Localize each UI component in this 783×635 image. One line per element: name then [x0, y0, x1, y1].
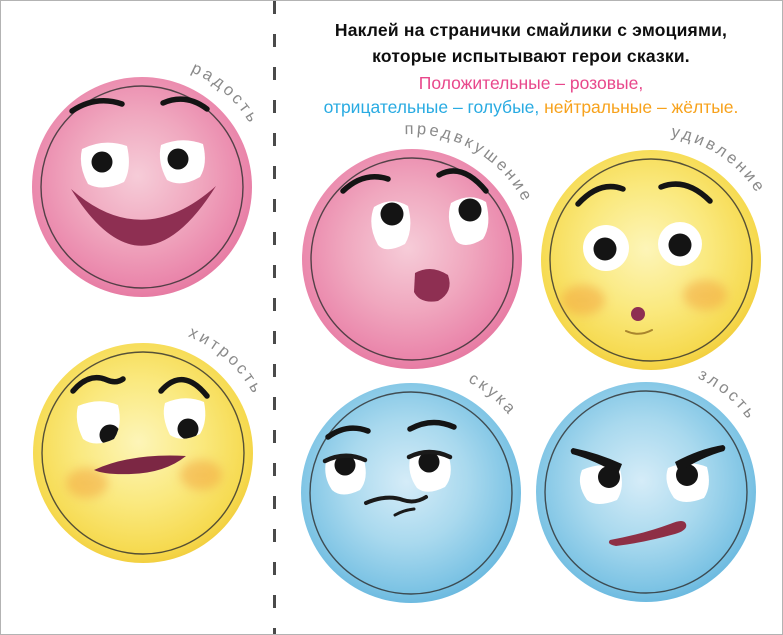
- face-rim: [309, 391, 513, 595]
- header: Наклей на странички смайлики с эмоциями,…: [283, 17, 779, 119]
- face-boredom: [301, 383, 521, 603]
- left-pupil: [380, 202, 404, 226]
- left-pupil: [91, 151, 113, 173]
- left-pupil: [334, 456, 356, 476]
- right-pupil: [177, 418, 199, 439]
- left-pupil: [593, 237, 617, 261]
- left-eyelid-line: [322, 453, 368, 464]
- right-eyebrow: [436, 168, 489, 194]
- legend-negative-blue: отрицательные – голубые,: [323, 97, 540, 117]
- color-legend: Положительные – розовые, отрицательные –…: [283, 71, 779, 119]
- legend-line1: Положительные – розовые,: [283, 71, 779, 95]
- o-mouth: [631, 307, 645, 321]
- open-mouth: [414, 268, 450, 302]
- sticker-boredom: скука: [301, 369, 521, 603]
- smiling-mouth: [71, 186, 216, 246]
- right-eyebrow: [158, 377, 210, 399]
- instruction-title-line1: Наклей на странички смайлики с эмоциями,: [334, 20, 728, 40]
- face-rim: [310, 157, 514, 361]
- face-rim: [41, 351, 245, 555]
- left-eyebrow: [69, 98, 125, 114]
- legend-positive-pink: Положительные – розовые,: [418, 73, 644, 93]
- left-angry-eyebrow: [570, 448, 622, 474]
- instruction-title-line2: которые испытывают герои сказки.: [372, 46, 690, 66]
- right-cheek-blush: [683, 280, 727, 310]
- left-cheek-blush: [561, 285, 605, 315]
- face-cunning: [33, 343, 253, 563]
- face-rim: [549, 158, 753, 362]
- right-pupil: [418, 453, 440, 473]
- sticker-joy: радость: [32, 59, 260, 297]
- right-eyebrow: [160, 96, 210, 112]
- smirk-mouth: [94, 455, 186, 475]
- face-joy: [32, 77, 252, 297]
- angry-mouth: [608, 521, 687, 546]
- left-eyebrow: [575, 183, 626, 207]
- right-pupil: [167, 148, 189, 170]
- left-eyebrow: [340, 174, 391, 194]
- right-pupil: [458, 198, 482, 222]
- face-anticipation: [302, 149, 522, 369]
- right-eyebrow: [407, 419, 457, 432]
- sticker-anticipation: предвкушение: [302, 120, 534, 369]
- right-eyebrow: [658, 181, 713, 204]
- face-surprise: [541, 150, 761, 370]
- chin-line: [625, 329, 653, 335]
- legend-line2: отрицательные – голубые, нейтральные – ж…: [283, 95, 779, 119]
- face-rim: [40, 85, 244, 289]
- instruction-title: Наклей на странички смайлики с эмоциями,…: [283, 17, 779, 69]
- legend-neutral-yellow: нейтральные – жёлтые.: [544, 97, 739, 117]
- face-anger: [536, 382, 756, 602]
- face-rim: [544, 390, 748, 594]
- left-eyebrow: [70, 374, 126, 394]
- flat-mouth: [364, 495, 428, 505]
- right-eyelid-line: [406, 449, 453, 460]
- mouth-accent-line: [393, 507, 416, 517]
- dashed-cut-line: [273, 1, 276, 634]
- sticker-anger: злость: [536, 365, 758, 602]
- right-cheek-blush: [180, 460, 222, 490]
- left-eyebrow: [325, 425, 371, 440]
- sticker-cunning: хитрость: [33, 323, 264, 563]
- right-angry-eyebrow: [675, 445, 726, 472]
- sticker-surprise: удивление: [541, 123, 766, 370]
- left-cheek-blush: [66, 468, 108, 498]
- right-pupil: [668, 233, 692, 257]
